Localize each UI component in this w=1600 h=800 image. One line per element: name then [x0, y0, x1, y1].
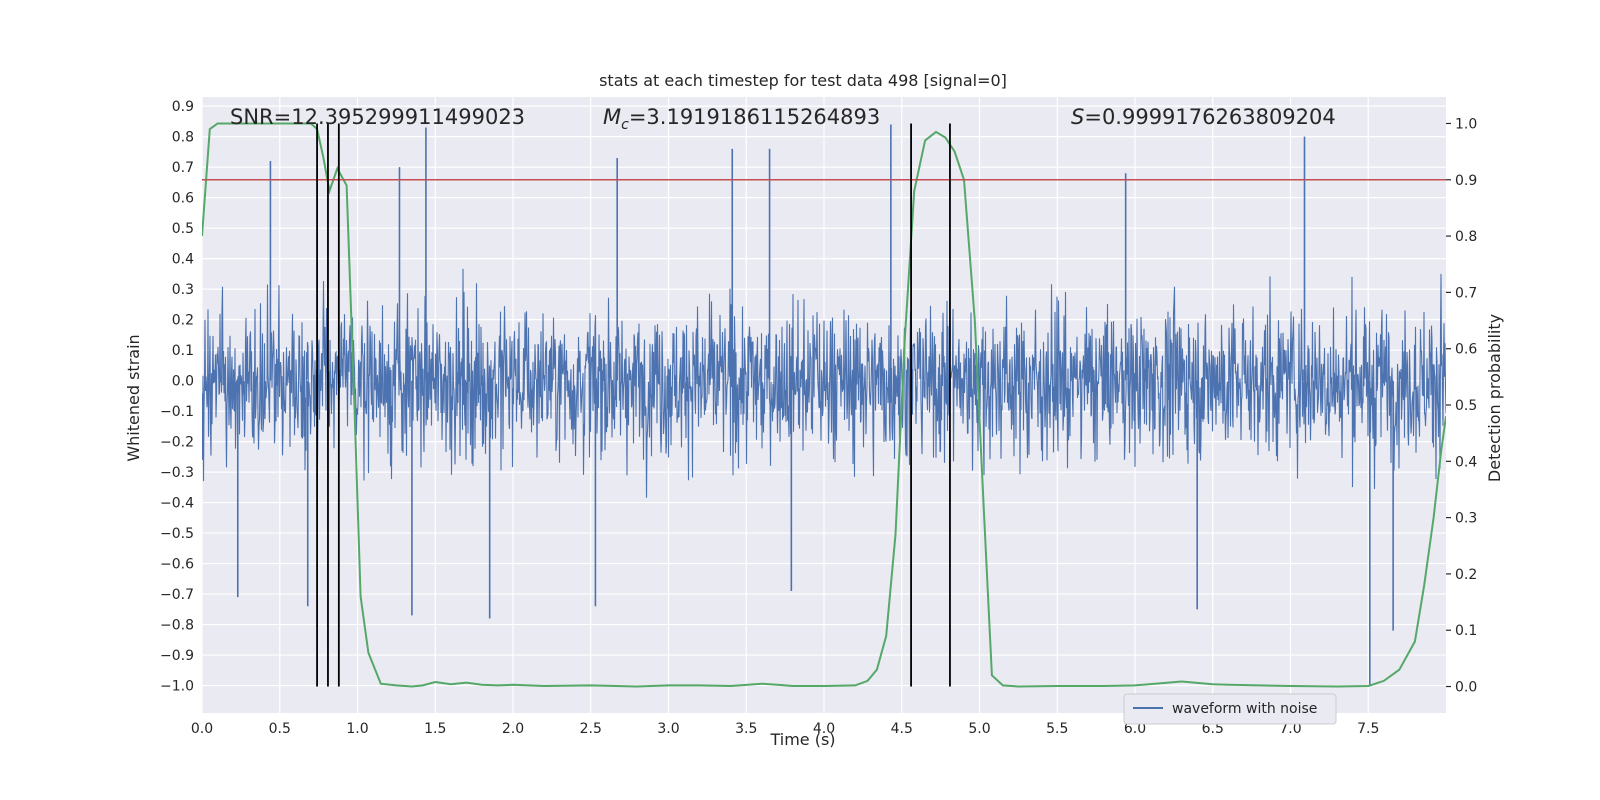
y-right-tick-label: 0.0: [1455, 680, 1477, 696]
x-tick-label: 4.0: [813, 721, 835, 737]
y-left-tick-label: −0.3: [160, 465, 194, 481]
y-left-tick-label: −0.2: [160, 435, 194, 451]
s-value: =0.9999176263809204: [1084, 105, 1335, 129]
y-left-tick-label: −0.1: [160, 404, 194, 420]
y-left-tick-label: −0.5: [160, 526, 194, 542]
x-tick-label: 0.5: [269, 721, 291, 737]
y-right-tick-label: 0.4: [1455, 454, 1477, 470]
y-right-tick-label: 0.6: [1455, 342, 1477, 358]
snr-annotation: SNR=12.395299911499023: [230, 105, 525, 129]
y-left-tick-label: −0.8: [160, 618, 194, 634]
legend: waveform with noise: [1123, 693, 1337, 725]
y-left-tick-label: 0.0: [172, 374, 194, 390]
y-left-tick-label: 0.5: [172, 221, 194, 237]
detection-probability-series: [202, 122, 1446, 688]
y-right-tick-label: 0.8: [1455, 229, 1477, 245]
s-symbol: S: [1071, 105, 1084, 129]
x-axis: 0.0 0.5 1.0 1.5 2.0 2.5 3.0 3.5 4.0 4.5 5.0 5.5 6.0 6…: [191, 721, 1380, 737]
x-tick-label: 0.0: [191, 721, 213, 737]
x-tick-label: 3.5: [735, 721, 757, 737]
waveform-line: [202, 268, 1446, 498]
waveform-series: [202, 124, 1446, 686]
y-right-tick-label: 0.2: [1455, 567, 1477, 583]
y-left-tick-label: 0.8: [172, 130, 194, 146]
y-right-tick-label: 0.1: [1455, 623, 1477, 639]
x-tick-label: 5.5: [1046, 721, 1068, 737]
legend-label-waveform: waveform with noise: [1172, 701, 1317, 717]
y-left-tick-label: −0.4: [160, 496, 194, 512]
y-left-tick-label: 0.4: [172, 252, 194, 268]
y-left-tick-label: −0.7: [160, 587, 194, 603]
legend-box: [1123, 693, 1337, 725]
y-right-tick-label: 1.0: [1455, 116, 1477, 132]
x-tick-label: 5.0: [968, 721, 990, 737]
y-left-tick-label: 0.2: [172, 313, 194, 329]
x-axis-label: Time (s): [769, 730, 835, 749]
y-left-tick-label: −0.9: [160, 648, 194, 664]
chirp-mass-annotation: Mc=3.1919186115264893: [603, 105, 880, 133]
y-left-tick-label: −1.0: [160, 679, 194, 695]
detection-probability-line: [202, 122, 1446, 688]
y-axis-left: −1.0 −0.9 −0.8 −0.7 −0.6 −0.5 −0.4 −0.3 −0.2 −0.1…: [160, 99, 194, 694]
x-tick-label: 6.0: [1124, 721, 1146, 737]
s-annotation: S=0.9999176263809204: [1071, 105, 1336, 129]
y-left-tick-label: 0.6: [172, 191, 194, 207]
x-tick-label: 1.5: [424, 721, 446, 737]
y-axis-right-label: Detection probability: [1485, 314, 1504, 482]
y-axis-left-label: Whitened strain: [124, 334, 143, 461]
x-tick-label: 7.0: [1279, 721, 1301, 737]
chirp-mass-value: =3.1919186115264893: [629, 105, 880, 129]
x-tick-label: 2.5: [580, 721, 602, 737]
x-tick-label: 4.5: [891, 721, 913, 737]
y-left-tick-label: 0.7: [172, 160, 194, 176]
marker-lines: [316, 123, 951, 687]
x-tick-label: 3.0: [657, 721, 679, 737]
y-axis-right: 0.0 0.1 0.2 0.3 0.4 0.5 0.6 0.7 0.8 0.9 1.0: [1446, 116, 1477, 696]
chirp-mass-symbol: M: [603, 105, 621, 129]
y-left-tick-label: 0.1: [172, 343, 194, 359]
y-left-tick-label: 0.3: [172, 282, 194, 298]
x-tick-label: 6.5: [1202, 721, 1224, 737]
y-right-tick-label: 0.7: [1455, 285, 1477, 301]
y-right-tick-label: 0.5: [1455, 398, 1477, 414]
y-right-tick-label: 0.9: [1455, 173, 1477, 189]
x-tick-label: 7.5: [1357, 721, 1379, 737]
y-left-tick-label: 0.9: [172, 99, 194, 115]
y-left-tick-label: −0.6: [160, 557, 194, 573]
chart-title: stats at each timestep for test data 498…: [599, 71, 1007, 90]
y-right-tick-label: 0.3: [1455, 511, 1477, 527]
x-tick-label: 2.0: [502, 721, 524, 737]
x-tick-label: 1.0: [346, 721, 368, 737]
chirp-mass-subscript: c: [621, 117, 629, 133]
